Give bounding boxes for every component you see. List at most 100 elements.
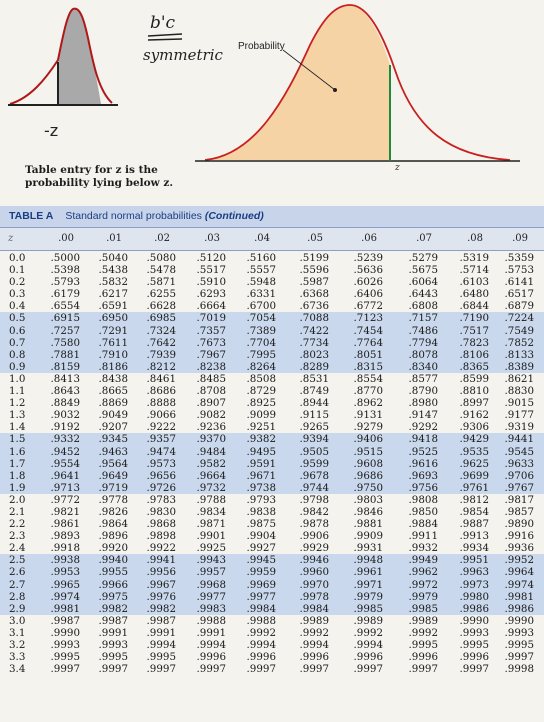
probability-cell: .7995: [246, 348, 276, 361]
probability-cell: .5359: [504, 252, 534, 264]
probability-cell: .7123: [353, 312, 383, 325]
table-row: 0.2 .5793 .5832 .5871 .5910 .5948 .5987 .6026 .6…: [0, 276, 544, 288]
probability-cell: .5279: [408, 252, 438, 264]
table-row: 0.5 .6915 .6950 .6985 .7019 .7054 .7088 .7123 .7…: [0, 312, 544, 325]
probability-cell: .9864: [98, 518, 128, 531]
column-header: .05: [307, 233, 323, 244]
probability-cell: .7157: [408, 312, 438, 325]
probability-cell: .9916: [504, 530, 534, 543]
probability-cell: .9265: [299, 421, 329, 434]
probability-cell: .7422: [299, 324, 329, 337]
probability-cell: .9997: [246, 663, 276, 676]
sketch-curve: [9, 7, 113, 105]
probability-cell: .6628: [146, 300, 176, 313]
probability-cell: .9292: [408, 421, 438, 434]
column-header: .01: [106, 233, 122, 244]
probability-cell: .9875: [246, 518, 276, 531]
table-row: 1.6 .9452 .9463 .9474 .9484 .9495 .9505 .9515 .9…: [0, 445, 544, 458]
probability-cell: .9925: [196, 542, 226, 555]
probability-cell: .8944: [299, 397, 329, 410]
probability-cell: .9706: [504, 469, 534, 482]
probability-cell: .9932: [408, 542, 438, 555]
probability-cell: .9868: [146, 518, 176, 531]
z-value: 1.1: [9, 385, 26, 398]
probability-cell: .9988: [246, 614, 276, 627]
probability-cell: .9625: [459, 457, 489, 470]
probability-cell: .9995: [504, 639, 534, 651]
probability-cell: .9976: [146, 590, 176, 603]
z-value: 3.1: [9, 626, 26, 639]
probability-cell: .9931: [353, 542, 383, 555]
probability-cell: .9535: [459, 445, 489, 458]
probability-cell: .9406: [353, 433, 383, 446]
column-header: .02: [154, 233, 170, 244]
probability-cell: .9713: [50, 481, 80, 494]
probability-cell: .9893: [50, 530, 80, 543]
probability-cell: .9971: [353, 578, 383, 591]
probability-cell: .9222: [146, 421, 176, 434]
probability-cell: .6736: [299, 300, 329, 313]
probability-cell: .9099: [246, 409, 276, 422]
table-row: 2.5 .9938 .9940 .9941 .9943 .9945 .9946 .9948 .9…: [0, 554, 544, 567]
probability-cell: .9996: [196, 651, 226, 664]
z-value: 1.7: [9, 457, 26, 470]
probability-cell: .6808: [408, 300, 438, 313]
probability-cell: .6700: [246, 300, 276, 313]
probability-cell: .9808: [408, 493, 438, 506]
probability-cell: .9994: [146, 639, 176, 651]
probability-cell: .9964: [504, 566, 534, 579]
probability-cell: .9474: [146, 445, 176, 458]
probability-cell: .8925: [246, 397, 276, 410]
table-header-row: z .00 .01 .02 .03 .04 .05 .06 .07 .08 .09: [0, 227, 544, 251]
probability-cell: .9591: [246, 457, 276, 470]
probability-cell: .9993: [504, 626, 534, 639]
probability-cell: .9948: [353, 554, 383, 567]
table-row: 2.7 .9965 .9966 .9967 .9968 .9969 .9970 .9971 .9…: [0, 578, 544, 591]
probability-cell: .8849: [50, 397, 80, 410]
probability-cell: .9922: [146, 542, 176, 555]
probability-cell: .8508: [246, 372, 276, 385]
probability-cell: .9778: [98, 493, 128, 506]
table-row: 1.2 .8849 .8869 .8888 .8907 .8925 .8944 .8962 .8…: [0, 397, 544, 409]
probability-cell: .9951: [459, 554, 489, 567]
probability-cell: .9929: [299, 542, 329, 555]
probability-cell: .6026: [353, 276, 383, 289]
probability-cell: .9985: [353, 602, 383, 615]
probability-cell: .8621: [504, 372, 534, 385]
probability-cell: .9896: [98, 530, 128, 543]
probability-cell: .9147: [408, 409, 438, 422]
table-row: 3.3 .9995 .9995 .9995 .9996 .9996 .9996 .9996 .9…: [0, 651, 544, 663]
probability-cell: .9984: [299, 602, 329, 615]
probability-cell: .8729: [246, 385, 276, 398]
table-row: 1.1 .8643 .8665 .8686 .8708 .8729 .8749 .8770 .8…: [0, 385, 544, 397]
probability-cell: .9995: [98, 651, 128, 664]
probability-cell: .9545: [504, 445, 534, 458]
probability-cell: .7794: [408, 336, 438, 349]
probability-cell: .5714: [459, 264, 489, 277]
z-value: 2.4: [9, 542, 26, 555]
probability-cell: .7734: [299, 336, 329, 349]
z-value: 3.4: [9, 663, 26, 676]
probability-cell: .8389: [504, 360, 534, 373]
z-value: 1.9: [9, 481, 26, 494]
table-row: 0.8 .7881 .7910 .7939 .7967 .7995 .8023 .8051 .8…: [0, 348, 544, 361]
table-row: 1.7 .9554 .9564 .9573 .9582 .9591 .9599 .9608 .9…: [0, 457, 544, 470]
probability-cell: .7486: [408, 324, 438, 337]
probability-cell: .9131: [353, 409, 383, 422]
probability-cell: .9834: [196, 505, 226, 518]
column-header: .09: [512, 233, 528, 244]
probability-cell: .8790: [408, 385, 438, 398]
table-row: 3.1 .9990 .9991 .9991 .9991 .9992 .9992 .9992 .9…: [0, 627, 544, 639]
probability-cell: .8133: [504, 348, 534, 361]
probability-cell: .9032: [50, 409, 80, 422]
probability-cell: .5438: [98, 264, 128, 277]
probability-cell: .6915: [50, 312, 80, 325]
probability-cell: .9738: [246, 481, 276, 494]
probability-cell: .9842: [299, 505, 329, 518]
z-value: 0.9: [9, 360, 26, 373]
probability-cell: .9357: [146, 433, 176, 446]
probability-cell: .9990: [50, 626, 80, 639]
probability-cell: .9987: [50, 614, 80, 627]
probability-cell: .9989: [408, 614, 438, 627]
z-value: 2.1: [9, 505, 26, 518]
